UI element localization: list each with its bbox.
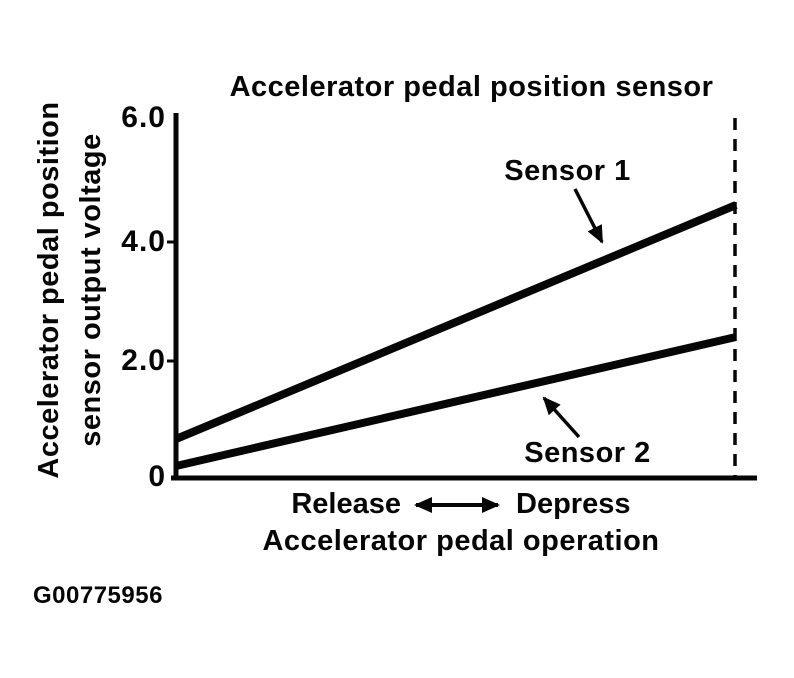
y-tick-label-2: 2.0 — [121, 344, 166, 377]
sensor2-series-label: Sensor 2 — [524, 437, 651, 469]
y-tick-label-0: 0 — [148, 460, 166, 493]
sensor2-pointer-arrow — [542, 396, 581, 439]
x-axis-label: Accelerator pedal operation — [262, 525, 660, 557]
sensor1-pointer-arrow — [573, 188, 604, 244]
y-tick-label-6: 6.0 — [121, 101, 166, 134]
chart-title: Accelerator pedal position sensor — [229, 71, 714, 103]
y-axis-label: Accelerator pedal position sensor output… — [28, 75, 114, 505]
figure-code: G00775956 — [33, 582, 163, 609]
y-axis-label-line2: sensor output voltage — [75, 133, 107, 447]
sensor1-line — [174, 201, 738, 443]
sensor2-line — [175, 333, 737, 470]
y-tick-label-4: 4.0 — [121, 225, 166, 258]
x-depress-label: Depress — [516, 488, 631, 520]
x-release-label: Release — [291, 488, 401, 520]
sensor1-series-label: Sensor 1 — [504, 155, 631, 187]
y-axis-label-line1: Accelerator pedal position — [33, 101, 65, 479]
